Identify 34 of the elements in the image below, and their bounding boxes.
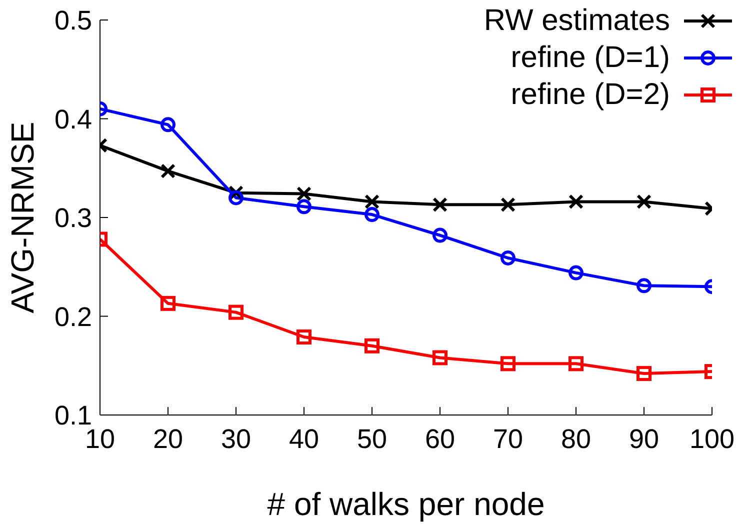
- point: [364, 338, 380, 354]
- x-axis-title: # of walks per node: [267, 486, 545, 522]
- y-tick-label: 0.2: [54, 302, 92, 332]
- point: [500, 250, 516, 266]
- legend-label: RW estimates: [484, 3, 670, 39]
- legend-label: refine (D=1): [510, 40, 670, 76]
- y-axis-title: AVG-NRMSE: [4, 122, 40, 314]
- x-tick-label: 30: [220, 424, 252, 454]
- x-tick-label: 20: [152, 424, 184, 454]
- x-tick-label: 80: [560, 424, 592, 454]
- x-tick-label: 40: [288, 424, 320, 454]
- point: [364, 207, 380, 222]
- point: [636, 278, 652, 294]
- point: [160, 117, 176, 132]
- x-tick-label: 50: [356, 424, 388, 454]
- point: [432, 228, 448, 243]
- point: [296, 329, 312, 344]
- x-tick-label: 70: [492, 424, 524, 454]
- legend-label: refine (D=2): [510, 77, 670, 113]
- point: [568, 356, 584, 372]
- point: [636, 366, 652, 382]
- point: [432, 350, 448, 366]
- y-tick-label: 0.4: [54, 104, 92, 134]
- x-tick-label: 100: [689, 424, 735, 454]
- x-tick-label: 90: [628, 424, 660, 454]
- point: [500, 356, 516, 372]
- y-tick-label: 0.3: [54, 203, 92, 234]
- point: [568, 265, 584, 280]
- point: [160, 296, 176, 311]
- y-tick-label: 0.5: [54, 6, 92, 36]
- point: [296, 199, 312, 214]
- x-tick-label: 60: [424, 424, 456, 454]
- point: [228, 190, 244, 206]
- point: [228, 304, 244, 320]
